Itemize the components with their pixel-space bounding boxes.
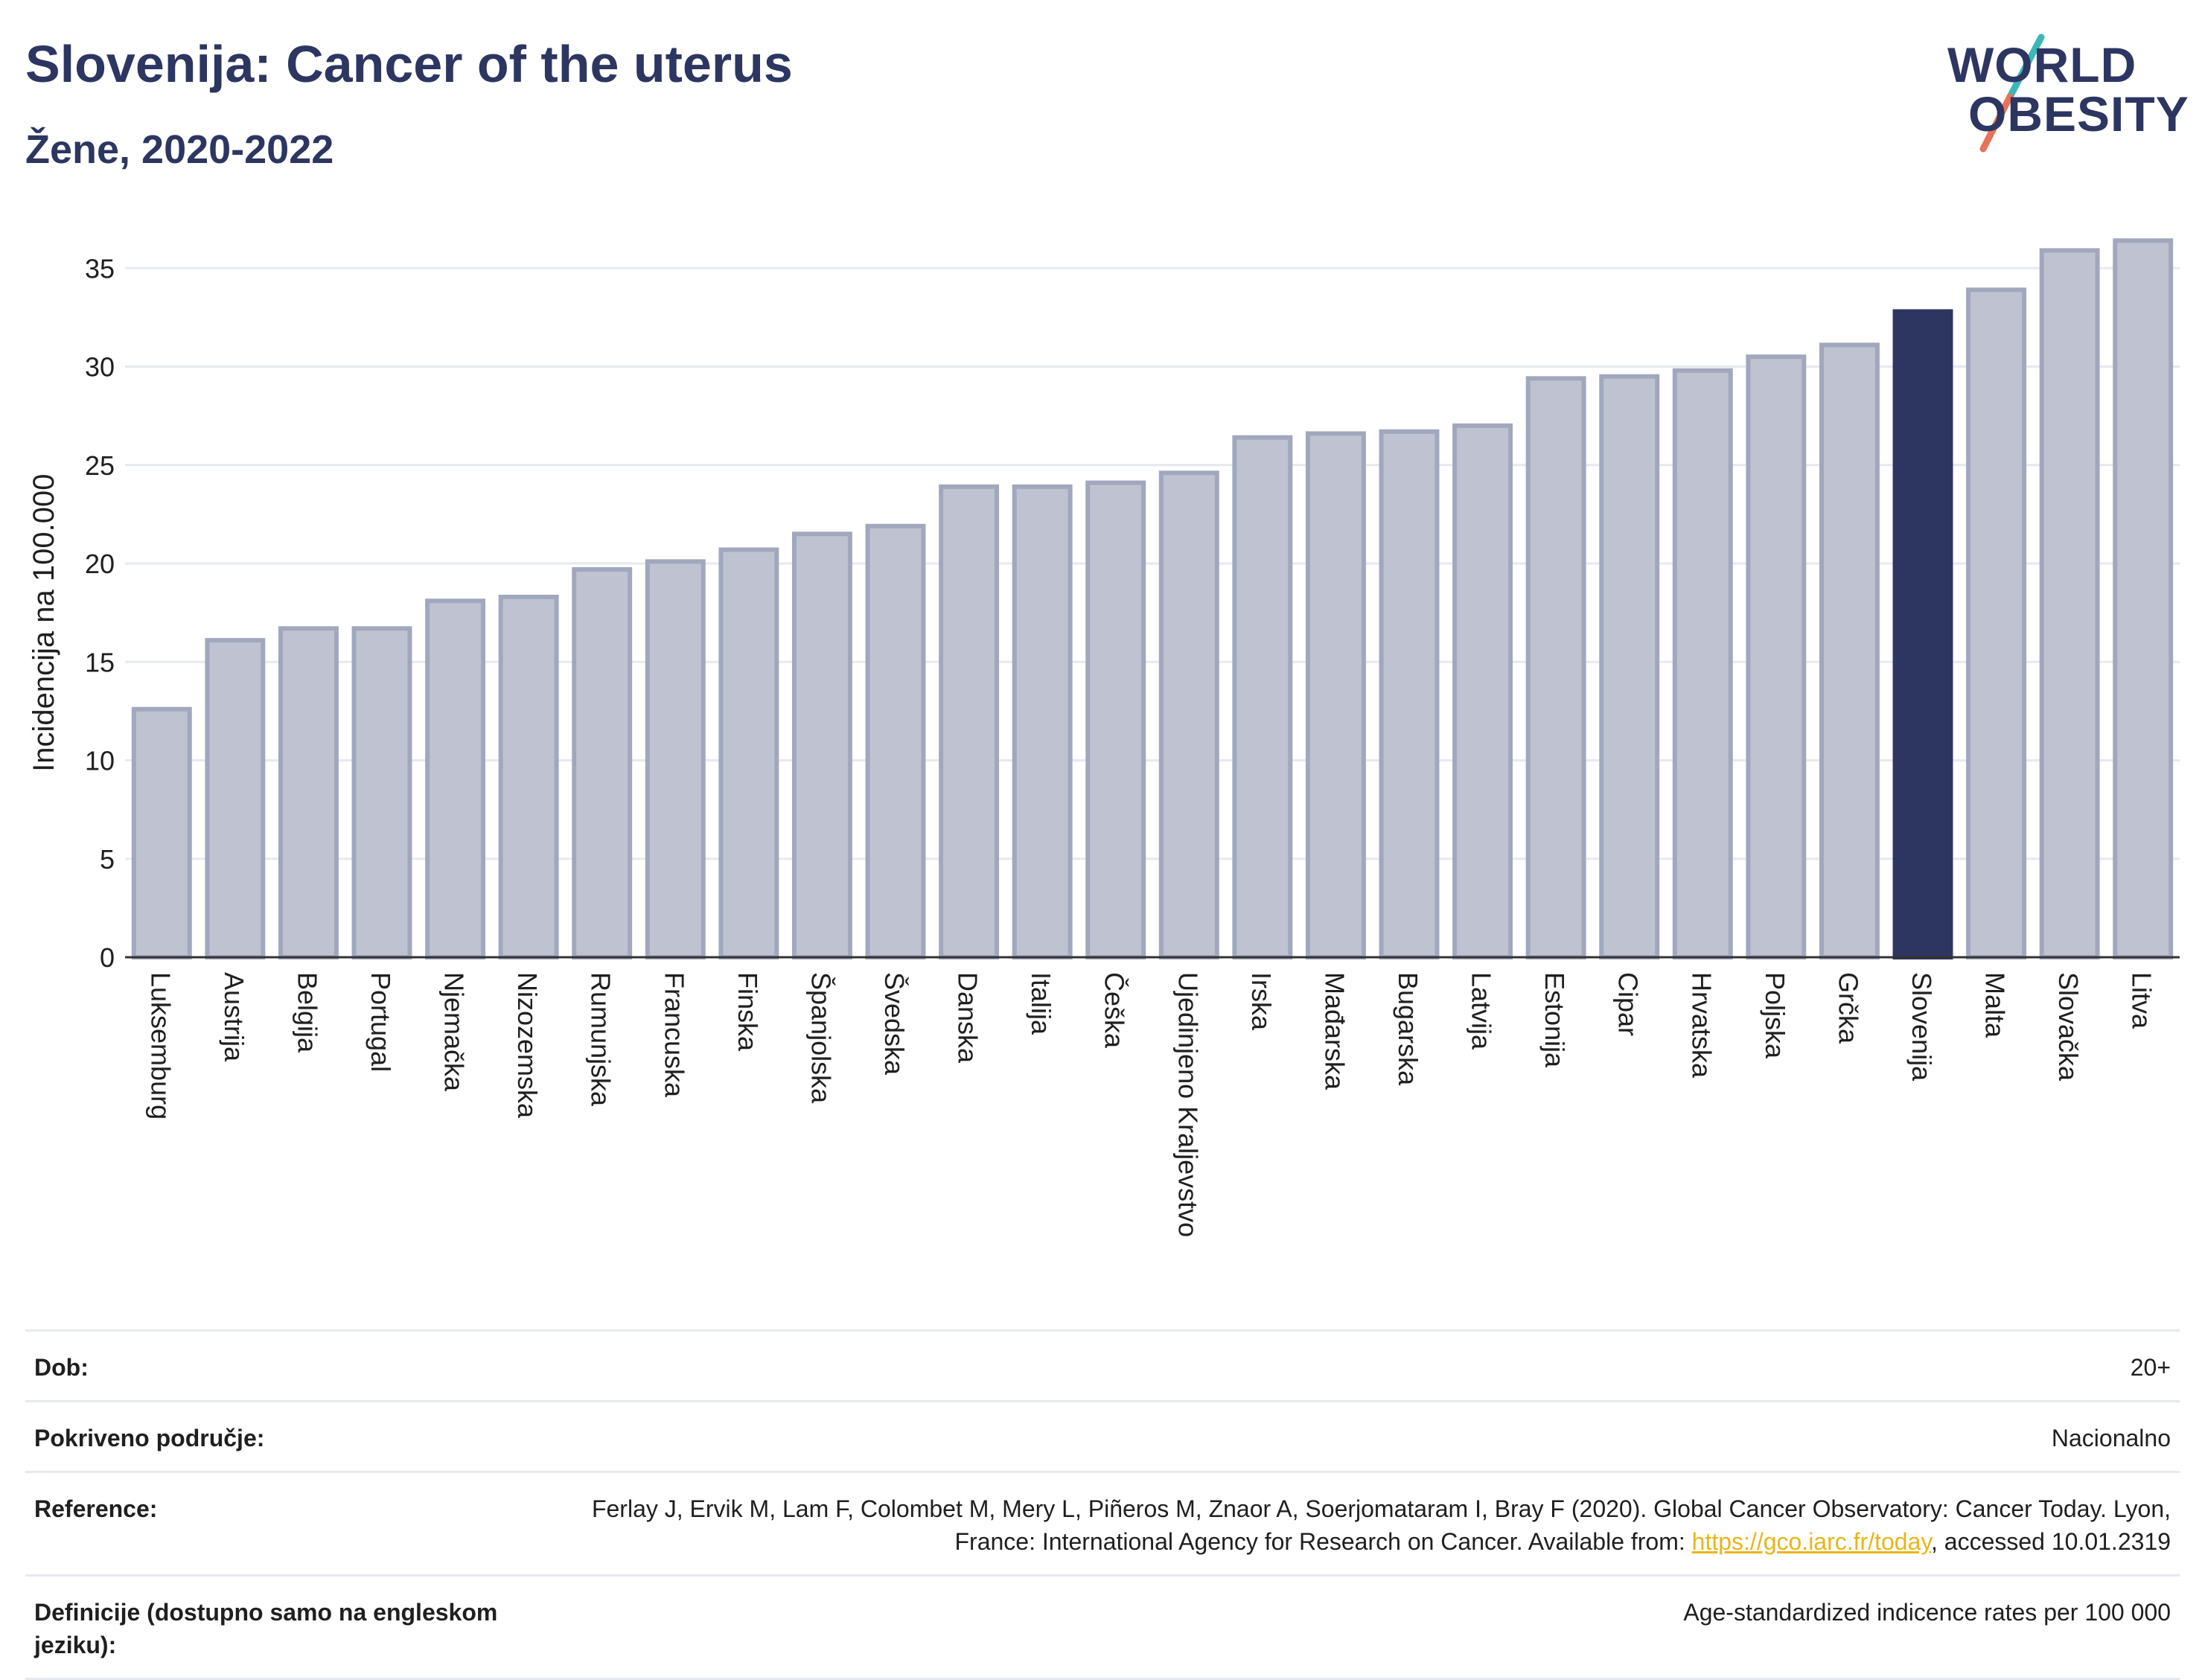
bar-rumunjska[interactable] <box>572 566 633 959</box>
reference-accessed: , accessed 10.01.2319 <box>1930 1528 2171 1555</box>
x-tick-label: Irska <box>1246 972 1277 1031</box>
x-tick-label: Danska <box>953 972 983 1064</box>
x-tick-label: Portugal <box>366 972 396 1072</box>
x-tick-label: Cipar <box>1613 972 1644 1036</box>
bar-mađarska[interactable] <box>1305 431 1366 959</box>
bar-italija[interactable] <box>1012 484 1073 960</box>
x-tick-label: Rumunjska <box>586 972 616 1107</box>
bar-češka[interactable] <box>1085 480 1146 959</box>
meta-row-age: Dob: 20+ <box>25 1329 2180 1400</box>
y-tick-label: 15 <box>85 647 115 677</box>
bar-ujedinjeno-kraljevstvo[interactable] <box>1158 470 1219 959</box>
x-tick-label: Austrija <box>219 972 249 1062</box>
y-tick-label: 10 <box>85 746 115 776</box>
bar-estonija[interactable] <box>1525 376 1586 959</box>
bar-francuska[interactable] <box>645 559 706 960</box>
x-tick-label: Češka <box>1100 972 1130 1049</box>
x-tick-label: Belgija <box>292 972 322 1053</box>
bar-nizozemska[interactable] <box>498 594 559 960</box>
bar-grčka[interactable] <box>1819 342 1880 959</box>
bar-belgija[interactable] <box>278 626 339 959</box>
x-tick-label: Grčka <box>1833 972 1863 1044</box>
definitions-label: Definicije (dostupno samo na engleskom j… <box>34 1599 498 1658</box>
x-tick-label: Malta <box>1980 972 2011 1038</box>
x-tick-label: Latvija <box>1467 972 1497 1050</box>
y-tick-label: 30 <box>85 352 115 383</box>
x-axis-labels: Luksemburg Austrija Belgija Portugal Njemačk… <box>145 972 2157 1237</box>
y-tick-label: 25 <box>85 450 115 481</box>
x-tick-label: Litva <box>2127 972 2157 1029</box>
bar-bugarska[interactable] <box>1379 429 1440 960</box>
logo-slash-icon <box>1979 33 2045 153</box>
bar-finska[interactable] <box>718 547 779 959</box>
x-tick-label: Ujedinjeno Kraljevstvo <box>1172 972 1203 1237</box>
age-label: Dob: <box>34 1354 89 1381</box>
chart-subtitle: Žene, 2020-2022 <box>25 127 334 172</box>
bar-španjolska[interactable] <box>791 531 852 959</box>
x-tick-label: Nizozemska <box>512 972 543 1119</box>
bar-njemačka[interactable] <box>425 598 486 959</box>
coverage-value: Nacionalno <box>2051 1425 2171 1451</box>
x-tick-label: Luksemburg <box>145 972 176 1120</box>
x-tick-label: Njemačka <box>439 972 470 1092</box>
logo-text-obesity: OBESITY <box>1968 86 2189 141</box>
bar-hrvatska[interactable] <box>1672 368 1733 960</box>
bar-cipar[interactable] <box>1599 374 1660 960</box>
age-value: 20+ <box>2130 1354 2171 1381</box>
metadata-table: Dob: 20+ Pokriveno područje: Nacionalno … <box>25 1329 2180 1680</box>
reference-link[interactable]: https://gco.iarc.fr/today <box>1691 1528 1931 1555</box>
bar-latvija[interactable] <box>1452 423 1513 960</box>
x-tick-label: Bugarska <box>1393 972 1423 1086</box>
y-tick-label: 0 <box>100 942 115 973</box>
x-tick-label: Slovačka <box>2053 972 2084 1082</box>
definitions-value: Age-standardized indicence rates per 100… <box>1683 1599 2171 1626</box>
bar-švedska[interactable] <box>865 523 926 959</box>
y-tick-label: 5 <box>100 844 115 875</box>
x-tick-label: Španjolska <box>805 972 836 1104</box>
reference-label: Reference: <box>34 1495 158 1522</box>
bar-danska[interactable] <box>939 484 1000 960</box>
meta-row-definitions: Definicije (dostupno samo na engleskom j… <box>25 1574 2180 1680</box>
bar-slovenija[interactable] <box>1892 309 1953 959</box>
bar-irska[interactable] <box>1232 435 1293 960</box>
x-tick-label: Hrvatska <box>1686 972 1717 1079</box>
bar-poljska[interactable] <box>1746 354 1807 959</box>
bar-slovačka[interactable] <box>2039 248 2100 959</box>
chart-title: Slovenija: Cancer of the uterus <box>25 35 793 93</box>
x-tick-label: Slovenija <box>1906 972 1937 1082</box>
meta-row-coverage: Pokriveno područje: Nacionalno <box>25 1400 2180 1471</box>
reference-text: Ferlay J, Ervik M, Lam F, Colombet M, Me… <box>591 1495 2171 1555</box>
logo-text-world: WORLD <box>1947 37 2137 92</box>
world-obesity-logo[interactable]: WORLD OBESITY <box>1935 30 2189 156</box>
y-tick-label: 20 <box>85 549 115 579</box>
y-axis-label: Incidencija na 100.000 <box>28 474 60 772</box>
meta-row-reference: Reference: Ferlay J, Ervik M, Lam F, Col… <box>25 1471 2180 1574</box>
coverage-label: Pokriveno područje: <box>34 1425 265 1451</box>
x-tick-label: Poljska <box>1760 972 1790 1059</box>
x-tick-label: Švedska <box>879 972 910 1076</box>
y-axis-ticks: 0 5 10 15 20 25 30 35 <box>85 253 115 973</box>
bar-portugal[interactable] <box>351 626 412 959</box>
bar-litva[interactable] <box>2113 238 2174 960</box>
bar-chart: 0 5 10 15 20 25 30 35 Luksemburg Austrija Belgija… <box>28 238 2180 1237</box>
bar-malta[interactable] <box>1966 287 2027 960</box>
x-tick-label: Mađarska <box>1319 972 1350 1090</box>
bars <box>131 238 2174 960</box>
bar-luksemburg[interactable] <box>131 706 192 959</box>
x-tick-label: Estonija <box>1539 972 1570 1068</box>
reference-value: Ferlay J, Ervik M, Lam F, Colombet M, Me… <box>570 1492 2171 1558</box>
x-tick-label: Italija <box>1026 972 1056 1035</box>
bar-austrija[interactable] <box>205 638 266 960</box>
y-tick-label: 35 <box>85 253 115 284</box>
x-tick-label: Finska <box>733 972 763 1052</box>
x-tick-label: Francuska <box>659 972 689 1098</box>
